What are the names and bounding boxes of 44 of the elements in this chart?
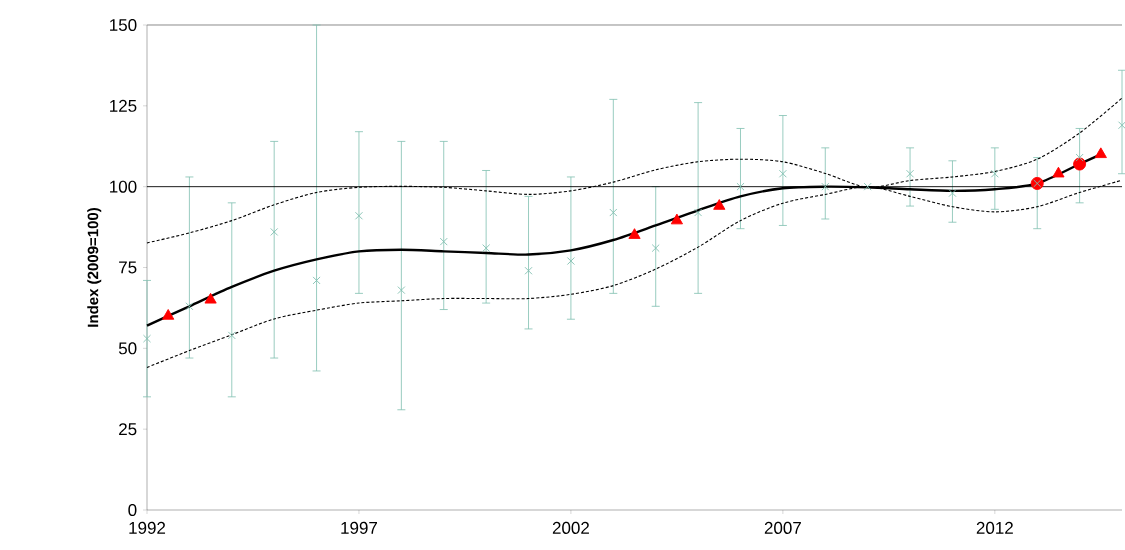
x-tick-label: 1997	[341, 521, 377, 534]
point	[609, 208, 618, 217]
y-tick-label: 75	[119, 261, 137, 274]
point	[439, 237, 448, 246]
x-tick-label: 2002	[552, 521, 589, 534]
x-tick-label: 2012	[976, 521, 1013, 534]
point	[863, 182, 872, 191]
y-tick-label: 25	[119, 423, 137, 436]
point	[628, 228, 641, 239]
y-tick-label: 150	[110, 18, 137, 32]
x-tick-label: 1992	[129, 521, 166, 534]
point	[821, 182, 830, 191]
point	[524, 266, 533, 275]
point	[204, 292, 217, 304]
point	[1075, 153, 1084, 162]
point	[397, 286, 406, 295]
point	[778, 169, 787, 178]
point	[270, 227, 279, 236]
y-axis-title: Index (2009=100)	[87, 208, 102, 327]
point	[482, 244, 491, 253]
x-tick-label: 2007	[764, 521, 801, 534]
point	[906, 169, 915, 178]
point	[227, 331, 236, 340]
point	[1094, 147, 1107, 159]
y-tick-label: 125	[110, 99, 137, 112]
point	[990, 169, 999, 178]
point	[354, 211, 363, 220]
y-tick-label: 0	[128, 503, 137, 517]
y-tick-label: 100	[110, 180, 137, 193]
point	[713, 199, 726, 210]
point	[1073, 157, 1087, 171]
point	[948, 189, 957, 198]
point	[185, 302, 194, 311]
point	[694, 208, 703, 217]
y-tick-label: 50	[118, 342, 137, 355]
point	[670, 213, 683, 225]
point	[736, 182, 745, 191]
point	[143, 334, 151, 343]
point	[566, 257, 575, 266]
point	[1052, 166, 1065, 178]
point	[1118, 121, 1125, 130]
point	[651, 244, 660, 253]
point	[162, 309, 175, 320]
point	[312, 276, 321, 285]
